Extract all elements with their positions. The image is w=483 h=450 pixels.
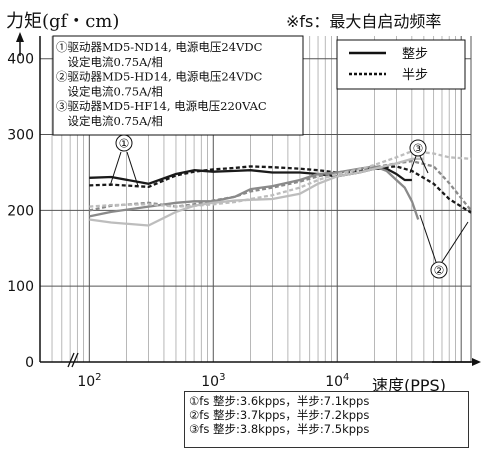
svg-text:③: ③ (413, 142, 424, 156)
series-line (89, 150, 472, 208)
driver-info-box: ①驱动器MD5-ND14, 电源电压24VDC 设定电流0.75A/相②驱动器M… (52, 35, 304, 136)
driver-info-line: 设定电流0.75A/相 (56, 55, 163, 69)
x-axis-label: 速度(PPS) (372, 376, 446, 395)
plot-frame (39, 36, 472, 363)
fs-note-2: ②fs 整步:3.7kpps，半步:7.2kpps (189, 408, 370, 422)
series-line (89, 159, 472, 212)
y-axis-label: 力矩(gf・cm) (6, 11, 119, 32)
callout-1: ① (109, 134, 139, 187)
y-tick-label: 300 (7, 128, 34, 144)
callout-2: ② (419, 214, 469, 279)
x-tick-label: 102 (77, 372, 101, 390)
x-tick-label: 103 (201, 372, 225, 390)
y-tick-label: 0 (25, 355, 34, 371)
y-tick-label: 200 (7, 203, 34, 219)
fs-note-3: ③fs 整步:3.8kpps，半步:7.5kpps (189, 422, 370, 436)
driver-info-line: ①驱动器MD5-ND14, 电源电压24VDC (56, 40, 263, 54)
driver-info-line: 设定电流0.75A/相 (56, 84, 163, 98)
y-tick-label: 100 (7, 279, 34, 295)
svg-text:②: ② (434, 264, 445, 278)
svg-text:①: ① (119, 137, 130, 151)
x-tick-label: 104 (325, 372, 349, 390)
series-group (89, 150, 472, 227)
legend: 整步 半步 (336, 39, 466, 90)
legend-entry-full-step: 整步 (402, 47, 428, 62)
fs-note-1: ①fs 整步:3.6kpps，半步:7.1kpps (189, 394, 370, 408)
y-tick-label: 400 (7, 52, 34, 68)
driver-info-line: ②驱动器MD5-HD14, 电源电压24VDC (56, 70, 263, 84)
callout-3: ③ (409, 139, 429, 174)
tick-labels: 0 100 200 300 400 102 103 104 (7, 52, 349, 390)
y-axis-arrow-head (16, 32, 24, 42)
x-axis-arrow-head (472, 358, 481, 366)
driver-info-line: 设定电流0.75A/相 (56, 114, 163, 128)
series-line (89, 165, 472, 214)
legend-frame (336, 39, 466, 90)
axis-break-mark (67, 352, 79, 368)
series-line (89, 157, 424, 227)
fs-note: ※fs：最大自启动频率 (286, 12, 441, 31)
driver-info-line: ③驱动器MD5-HF14, 电源电压220VAC (56, 99, 267, 113)
series-line (89, 165, 420, 220)
legend-entry-half-step: 半步 (402, 68, 428, 83)
series-line (89, 167, 412, 185)
fs-notes-box: ①fs 整步:3.6kpps，半步:7.1kpps ②fs 整步:3.7kpps… (184, 391, 469, 448)
